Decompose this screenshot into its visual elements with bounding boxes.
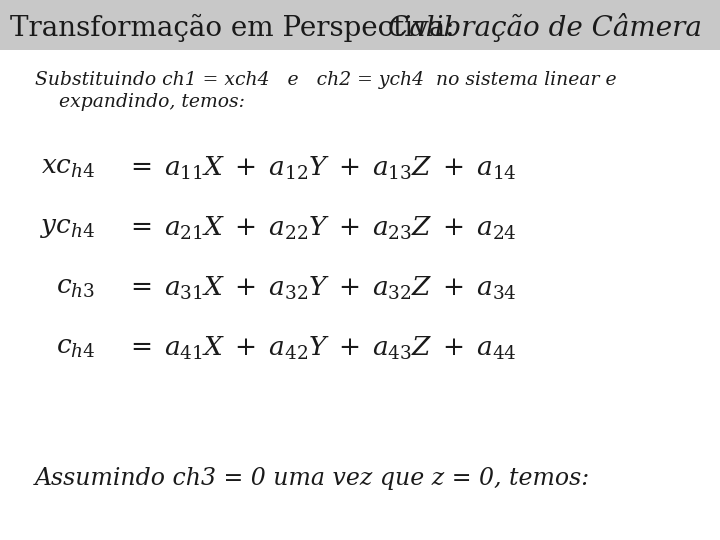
Text: Transformação em Perspectiva:: Transformação em Perspectiva: <box>10 14 464 42</box>
Text: Calibração de Câmera: Calibração de Câmera <box>388 14 702 43</box>
Text: $= \; a_{41}X \; + \; a_{42}Y \; + \; a_{43}Z \; + \; a_{44}$: $= \; a_{41}X \; + \; a_{42}Y \; + \; a_… <box>125 334 517 362</box>
Text: $c_{h3}$: $c_{h3}$ <box>56 275 95 300</box>
Text: $yc_{h4}$: $yc_{h4}$ <box>40 215 95 240</box>
Text: $xc_{h4}$: $xc_{h4}$ <box>40 156 95 180</box>
Text: $= \; a_{31}X \; + \; a_{32}Y \; + \; a_{32}Z \; + \; a_{34}$: $= \; a_{31}X \; + \; a_{32}Y \; + \; a_… <box>125 274 517 302</box>
Text: expandindo, temos:: expandindo, temos: <box>35 93 245 111</box>
Bar <box>0 0 720 50</box>
Text: $= \; a_{21}X \; + \; a_{22}Y \; + \; a_{23}Z \; + \; a_{24}$: $= \; a_{21}X \; + \; a_{22}Y \; + \; a_… <box>125 214 517 241</box>
Text: $c_{h4}$: $c_{h4}$ <box>55 335 95 361</box>
Text: $= \; a_{11}X \; + \; a_{12}Y \; + \; a_{13}Z \; + \; a_{14}$: $= \; a_{11}X \; + \; a_{12}Y \; + \; a_… <box>125 154 517 181</box>
Text: Assumindo ch3 = 0 uma vez que z = 0, temos:: Assumindo ch3 = 0 uma vez que z = 0, tem… <box>35 467 590 489</box>
Text: Substituindo ch1 = xch4   e   ch2 = ych4  no sistema linear e: Substituindo ch1 = xch4 e ch2 = ych4 no … <box>35 71 616 89</box>
